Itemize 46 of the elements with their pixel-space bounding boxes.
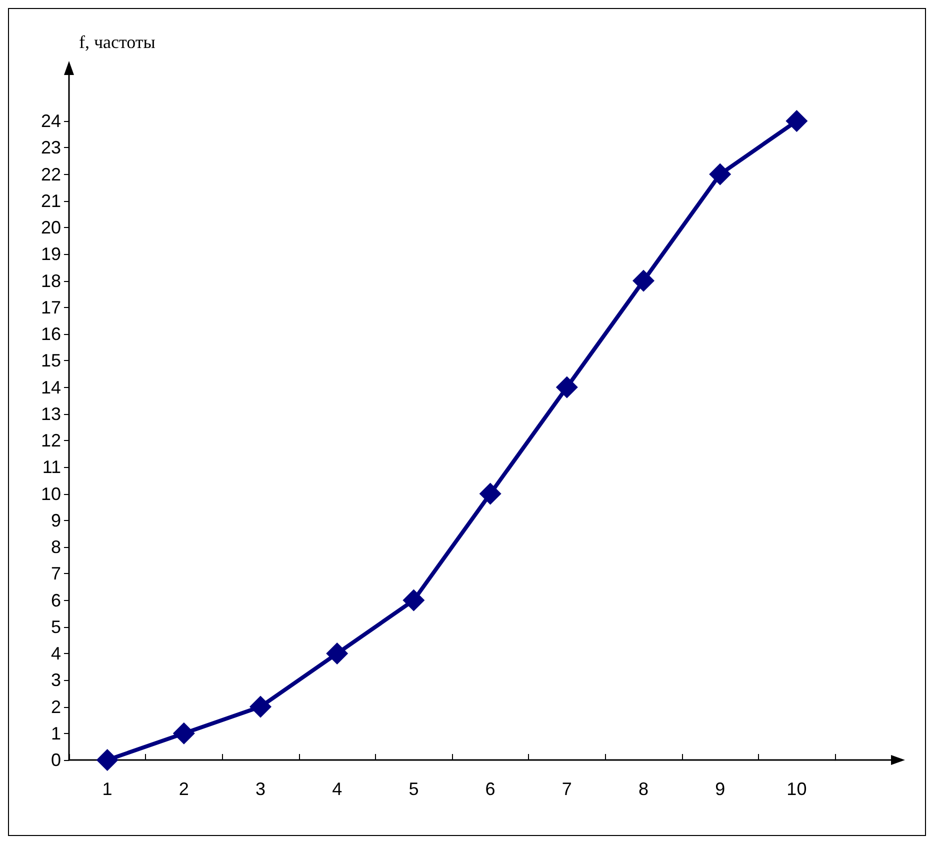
y-tick-label: 19 — [40, 244, 61, 264]
x-tick-label: 5 — [408, 779, 419, 799]
x-tick-label: 8 — [638, 779, 649, 799]
y-tick-label: 7 — [50, 564, 61, 584]
x-tick-label: 10 — [786, 779, 807, 799]
y-tick-label: 14 — [40, 377, 61, 398]
x-tick-label: 3 — [255, 779, 266, 799]
y-tick-label: 3 — [50, 670, 61, 690]
y-tick-label: 15 — [40, 350, 61, 371]
y-tick-label: 24 — [40, 111, 61, 131]
y-tick-label: 10 — [40, 484, 61, 504]
y-tick-label: 18 — [40, 270, 61, 291]
point — [250, 696, 272, 718]
point — [402, 589, 425, 612]
y-tick-label: 0 — [50, 750, 61, 770]
y-tick-label: 12 — [40, 430, 61, 450]
point — [709, 163, 732, 186]
y-tick-label: 11 — [42, 457, 61, 478]
y-tick-label: 4 — [50, 644, 61, 664]
x-tick-label: 6 — [485, 779, 496, 799]
y-tick-label: 8 — [50, 537, 61, 557]
y-tick-label: 1 — [50, 723, 61, 744]
x-tick-label: 1 — [102, 779, 112, 799]
y-tick-label: 9 — [50, 510, 61, 530]
y-tick-label: 23 — [40, 138, 61, 158]
point — [786, 110, 808, 132]
y-tick-label: 20 — [40, 218, 61, 238]
y-tick-label: 21 — [40, 190, 61, 211]
x-tick-label: 4 — [332, 779, 342, 799]
y-tick-label: 2 — [50, 696, 61, 717]
y-tick-label: 5 — [50, 616, 61, 637]
y-axis-title: f, частоты — [79, 32, 156, 52]
point — [172, 722, 195, 744]
y-tick-label: 22 — [40, 164, 61, 184]
point — [632, 270, 654, 292]
y-tick-label: 6 — [50, 590, 61, 610]
y-tick-label: 17 — [40, 297, 61, 318]
x-tick-label: 7 — [562, 779, 572, 799]
point — [326, 642, 348, 664]
x-tick-label: 2 — [178, 779, 189, 799]
point — [556, 376, 578, 398]
x-tick-label: 9 — [715, 779, 726, 799]
y-tick-label: 13 — [40, 404, 61, 424]
point — [479, 482, 502, 505]
y-tick-label: 16 — [40, 324, 61, 344]
point — [96, 749, 118, 771]
